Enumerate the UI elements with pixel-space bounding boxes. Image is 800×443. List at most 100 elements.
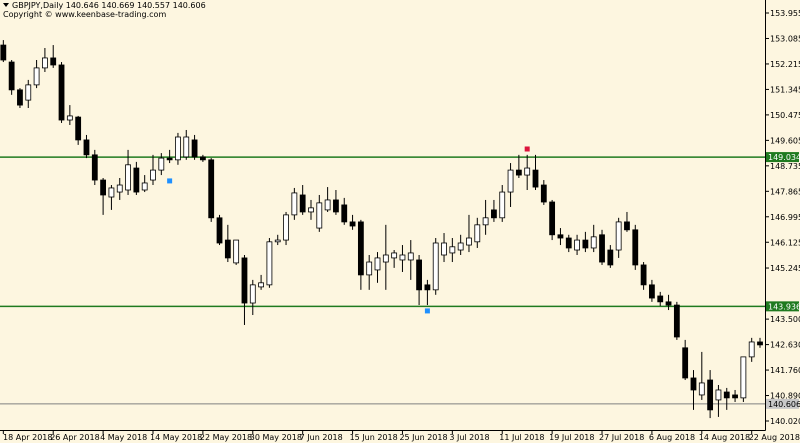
- level-label-box: [766, 152, 799, 163]
- candle-body: [482, 217, 489, 226]
- candle-body: [141, 182, 148, 191]
- candle-body: [299, 194, 306, 213]
- candle-body: [324, 199, 331, 211]
- level-label-box: [766, 301, 799, 312]
- y-tick-label: 145.245: [770, 264, 800, 273]
- candle-body: [466, 237, 472, 246]
- candle-body: [399, 254, 406, 261]
- x-tick-label: 15 Jun 2018: [350, 433, 398, 442]
- candle-body: [175, 136, 181, 161]
- y-tick-label: 148.735: [770, 162, 800, 171]
- candle-body: [657, 295, 664, 303]
- x-tick-label: 30 May 2018: [250, 433, 302, 442]
- level-label-box: [766, 398, 799, 409]
- candle-body: [249, 284, 256, 304]
- candle-body: [233, 239, 240, 264]
- candle-body: [33, 67, 40, 86]
- candle-body: [723, 391, 730, 399]
- x-tick-label: 27 Jul 2018: [599, 433, 644, 442]
- candle-body: [673, 304, 680, 338]
- x-tick-label: 14 Aug 2018: [699, 433, 750, 442]
- candle-body: [557, 234, 564, 239]
- candle-body: [308, 207, 314, 213]
- candle-body: [715, 389, 722, 401]
- candle-body: [599, 234, 605, 263]
- candle-body: [432, 242, 439, 291]
- candle-body: [524, 167, 531, 176]
- candle-body: [25, 84, 32, 101]
- level-label: 140.606: [768, 400, 800, 409]
- candle-body: [424, 284, 431, 291]
- x-tick-label: 3 Jul 2018: [449, 433, 489, 442]
- x-tick-label: 7 Jun 2018: [300, 433, 343, 442]
- signal-marker: [424, 308, 430, 314]
- candle-body: [199, 156, 206, 161]
- candle-body: [574, 239, 580, 251]
- plot-layer: 153.955 153.085 152.215 151.345 150.475 149.6…: [0, 9, 800, 442]
- candle-body: [316, 202, 323, 229]
- candle-body: [17, 89, 23, 106]
- x-tick-label: 4 May 2018: [100, 433, 147, 442]
- candle-body: [116, 184, 123, 193]
- y-tick-label: 153.955: [770, 9, 800, 18]
- candle-body: [349, 221, 356, 227]
- candle-body: [100, 179, 107, 196]
- candle-body: [166, 157, 173, 161]
- candle-body: [283, 214, 289, 241]
- candle-body: [649, 284, 655, 299]
- candle-body: [208, 159, 215, 219]
- candle-body: [91, 154, 98, 181]
- candle-body: [258, 282, 264, 288]
- candle-body: [549, 201, 556, 236]
- candle-body: [457, 242, 464, 251]
- y-tick-label: 149.605: [770, 136, 800, 145]
- candle-body: [274, 239, 281, 243]
- candle-body: [108, 187, 115, 198]
- candle-body: [707, 379, 714, 411]
- candle-body: [665, 301, 672, 306]
- candle-body: [224, 239, 231, 259]
- y-tick-label: 151.345: [770, 85, 800, 94]
- candle-body: [732, 394, 738, 399]
- candle-body: [449, 246, 456, 254]
- candle-body: [191, 139, 198, 158]
- candle-body: [291, 192, 298, 216]
- candle-body: [640, 264, 647, 286]
- candle-body: [0, 44, 7, 61]
- y-tick-label: 143.500: [770, 315, 800, 324]
- candle-body: [241, 257, 248, 304]
- x-tick-label: 25 Jun 2018: [399, 433, 447, 442]
- x-tick-label: 14 May 2018: [150, 433, 202, 442]
- candle-body: [540, 184, 547, 203]
- signal-marker: [167, 178, 173, 184]
- y-tick-label: 152.215: [770, 60, 800, 69]
- x-tick-label: 6 Aug 2018: [649, 433, 695, 442]
- x-tick-label: 11 Jul 2018: [499, 433, 544, 442]
- candle-body: [499, 191, 506, 219]
- level-label: 149.034: [768, 153, 800, 162]
- y-tick-label: 142.630: [770, 341, 800, 350]
- candle-body: [66, 115, 73, 121]
- candle-body: [582, 239, 589, 249]
- candle-body: [624, 221, 630, 231]
- candle-body: [507, 169, 514, 193]
- x-tick-label: 26 Apr 2018: [50, 433, 99, 442]
- candle-body: [58, 64, 65, 121]
- candle-body: [333, 199, 339, 213]
- candle-body: [441, 242, 447, 256]
- candle-body: [83, 139, 90, 156]
- candle-body: [748, 341, 755, 358]
- y-tick-label: 146.125: [770, 238, 800, 247]
- candle-body: [615, 221, 622, 251]
- signal-marker: [524, 146, 530, 152]
- candle-body: [690, 377, 697, 391]
- candle-body: [607, 249, 614, 266]
- y-tick-label: 140.020: [770, 417, 800, 426]
- candle-body: [366, 261, 373, 276]
- candle-body: [407, 252, 414, 261]
- x-tick-label: 18 Apr 2018: [3, 433, 52, 442]
- candle-body: [50, 57, 57, 66]
- candle-body: [75, 116, 82, 141]
- candle-body: [515, 169, 522, 176]
